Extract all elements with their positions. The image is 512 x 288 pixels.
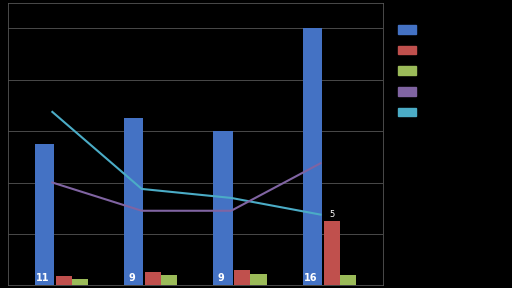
Bar <box>161 275 177 285</box>
Text: 9: 9 <box>218 273 225 283</box>
Text: 5: 5 <box>329 210 334 219</box>
Bar <box>56 276 72 285</box>
Bar <box>324 221 340 285</box>
Text: 9: 9 <box>129 273 135 283</box>
Text: 11: 11 <box>36 273 49 283</box>
Bar <box>250 274 267 285</box>
Bar <box>145 272 161 285</box>
Bar <box>35 144 54 285</box>
Bar <box>303 29 322 285</box>
Bar <box>340 275 356 285</box>
Legend: , , , , : , , , , <box>395 22 422 120</box>
Bar <box>214 131 233 285</box>
Bar <box>234 270 250 285</box>
Text: 16: 16 <box>304 273 317 283</box>
Bar <box>124 118 143 285</box>
Bar <box>72 279 88 285</box>
